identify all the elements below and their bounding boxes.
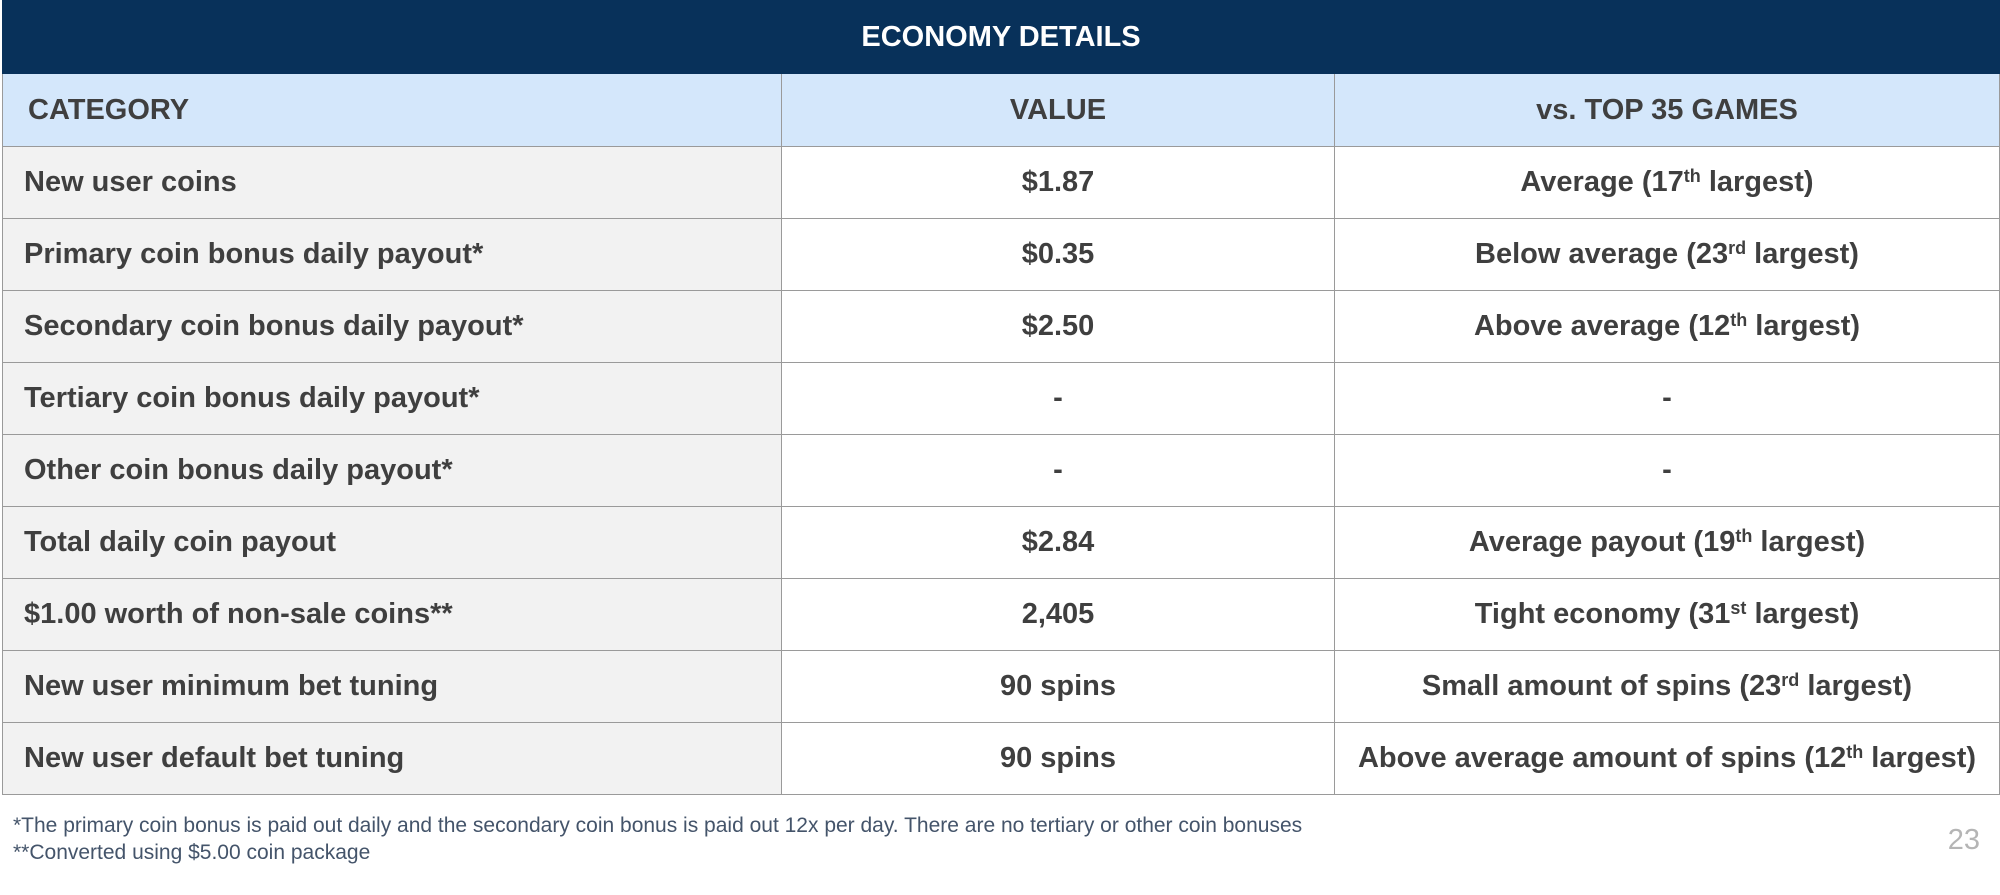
comparison-text-end: largest) xyxy=(1700,166,1814,198)
row-comparison: Tight economy (31st largest) xyxy=(1333,578,2000,651)
row-category: Primary coin bonus daily payout* xyxy=(2,218,782,291)
table-title-row: ECONOMY DETAILS xyxy=(1,0,2000,74)
row-comparison: Average (17th largest) xyxy=(1333,146,2000,219)
table-title: ECONOMY DETAILS xyxy=(1,0,2000,74)
row-category: New user minimum bet tuning xyxy=(2,650,782,723)
table-row: Total daily coin payout $2.84 Average pa… xyxy=(2,506,2000,579)
table-row: New user coins $1.87 Average (17th large… xyxy=(2,146,2000,219)
page-number: 23 xyxy=(1947,824,1980,856)
table-header-row: CATEGORY VALUE vs. TOP 35 GAMES xyxy=(2,73,2000,147)
row-value: 2,405 xyxy=(781,578,1335,651)
row-category: Tertiary coin bonus daily payout* xyxy=(2,362,782,435)
table-row: New user minimum bet tuning 90 spins Sma… xyxy=(2,650,2000,723)
row-value: $1.87 xyxy=(781,146,1335,219)
table-body: New user coins $1.87 Average (17th large… xyxy=(2,146,2000,795)
comparison-text-end: largest) xyxy=(1799,670,1913,702)
row-category: New user default bet tuning xyxy=(2,722,782,795)
comparison-text-end: largest) xyxy=(1746,238,1859,270)
ordinal-suffix: th xyxy=(1735,526,1753,546)
comparison-text: Small amount of spins (23 xyxy=(1421,670,1782,702)
table-row: Other coin bonus daily payout* - - xyxy=(2,434,2000,507)
footnote-conversion: **Converted using $5.00 coin package xyxy=(13,841,371,864)
row-value: 90 spins xyxy=(781,650,1335,723)
header-comparison: vs. TOP 35 GAMES xyxy=(1333,73,2000,147)
row-value: $0.35 xyxy=(781,218,1335,291)
footnote-coin-bonus: *The primary coin bonus is paid out dail… xyxy=(13,814,1303,837)
comparison-text: Above average (12 xyxy=(1473,310,1731,342)
ordinal-suffix: rd xyxy=(1728,238,1747,258)
comparison-text: - xyxy=(1662,454,1672,486)
ordinal-suffix: th xyxy=(1846,742,1864,762)
comparison-text: Above average amount of spins (12 xyxy=(1357,742,1847,774)
header-value: VALUE xyxy=(781,73,1335,147)
row-category: Secondary coin bonus daily payout* xyxy=(2,290,782,363)
row-comparison: - xyxy=(1333,362,2000,435)
ordinal-suffix: th xyxy=(1730,310,1748,330)
comparison-text: Tight economy (31 xyxy=(1474,598,1731,630)
comparison-text-end: largest) xyxy=(1752,526,1866,558)
row-comparison: - xyxy=(1333,434,2000,507)
row-comparison: Below average (23rd largest) xyxy=(1333,218,2000,291)
comparison-text-end: largest) xyxy=(1746,598,1860,630)
ordinal-suffix: th xyxy=(1683,166,1701,186)
header-category: CATEGORY xyxy=(2,73,782,147)
row-value: $2.84 xyxy=(781,506,1335,579)
table-row: $1.00 worth of non-sale coins** 2,405 Ti… xyxy=(2,578,2000,651)
row-value: - xyxy=(781,434,1335,507)
table-row: Tertiary coin bonus daily payout* - - xyxy=(2,362,2000,435)
ordinal-suffix: st xyxy=(1730,598,1747,618)
economy-details-table-container: ECONOMY DETAILS CATEGORY VALUE vs. TOP 3… xyxy=(1,0,2000,795)
row-comparison: Small amount of spins (23rd largest) xyxy=(1333,650,2000,723)
comparison-text-end: largest) xyxy=(1863,742,1977,774)
row-category: Total daily coin payout xyxy=(2,506,782,579)
row-category: New user coins xyxy=(2,146,782,219)
table-row: Secondary coin bonus daily payout* $2.50… xyxy=(2,290,2000,363)
comparison-text: - xyxy=(1662,382,1672,414)
row-comparison: Above average (12th largest) xyxy=(1333,290,2000,363)
comparison-text: Average payout (19 xyxy=(1468,526,1736,558)
row-value: - xyxy=(781,362,1335,435)
footnotes: *The primary coin bonus is paid out dail… xyxy=(13,812,1302,866)
table-row: Primary coin bonus daily payout* $0.35 B… xyxy=(2,218,2000,291)
row-value: $2.50 xyxy=(781,290,1335,363)
table-row: New user default bet tuning 90 spins Abo… xyxy=(2,722,2000,795)
row-comparison: Average payout (19th largest) xyxy=(1333,506,2000,579)
row-category: Other coin bonus daily payout* xyxy=(2,434,782,507)
row-value: 90 spins xyxy=(781,722,1335,795)
comparison-text-end: largest) xyxy=(1747,310,1861,342)
row-category: $1.00 worth of non-sale coins** xyxy=(2,578,782,651)
row-comparison: Above average amount of spins (12th larg… xyxy=(1333,722,2000,795)
ordinal-suffix: rd xyxy=(1781,670,1800,690)
comparison-text: Average (17 xyxy=(1520,166,1684,198)
economy-details-table: ECONOMY DETAILS CATEGORY VALUE vs. TOP 3… xyxy=(1,0,2000,795)
comparison-text: Below average (23 xyxy=(1475,238,1729,270)
